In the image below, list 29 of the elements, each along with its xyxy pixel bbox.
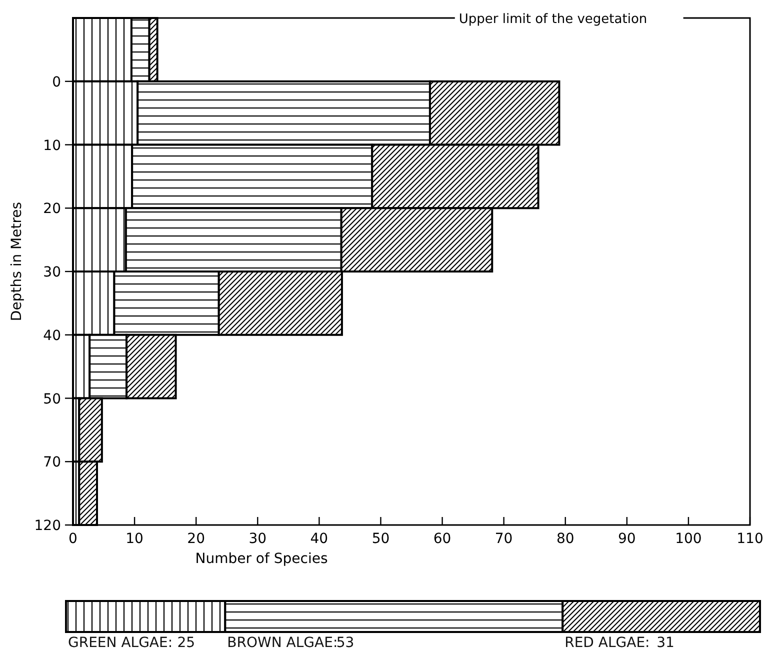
y-axis-title: Depths in Metres (9, 202, 25, 322)
x-tick-label: 70 (494, 531, 513, 547)
x-tick-label: 100 (675, 531, 702, 547)
data-label: 53 (336, 635, 354, 651)
series-label: BROWN ALGAE: (227, 635, 338, 651)
data-label: 31 (656, 635, 674, 651)
x-tick-label: 10 (126, 531, 144, 547)
x-tick-label: 50 (372, 531, 390, 547)
data-label: 25 (177, 635, 196, 651)
annotation: Upper limit of the vegetation (458, 12, 648, 27)
x-tick-label: 80 (556, 531, 574, 547)
y-tick-label: 10 (43, 138, 61, 154)
y-tick-label: 70 (43, 454, 61, 471)
y-tick-label: 0 (52, 74, 61, 90)
series-label: RED ALGAE: (564, 635, 650, 651)
x-tick-label: 110 (736, 531, 764, 547)
x-tick-label: 40 (310, 531, 328, 547)
x-tick-label: 60 (433, 531, 452, 547)
y-tick-label: 20 (43, 201, 61, 218)
x-tick-label: 20 (187, 531, 206, 547)
x-tick-label: 90 (618, 531, 636, 547)
series-label: GREEN ALGAE: (68, 635, 173, 651)
y-tick-label: 50 (43, 391, 61, 408)
x-tick-label: 30 (248, 531, 267, 547)
x-axis-title: Number of Species (195, 551, 328, 567)
y-tick-label: 30 (43, 264, 61, 280)
y-tick-label: 40 (43, 328, 61, 344)
y-tick-label: 120 (34, 518, 61, 534)
x-tick-label: 0 (68, 531, 78, 547)
